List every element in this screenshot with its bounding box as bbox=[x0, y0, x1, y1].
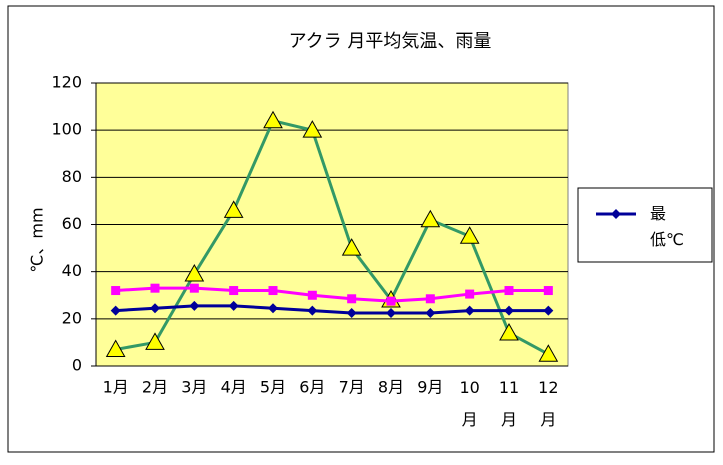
x-tick-label: 11 月 bbox=[499, 378, 519, 429]
y-tick-label: 120 bbox=[51, 73, 82, 92]
marker bbox=[110, 305, 121, 316]
marker bbox=[145, 332, 165, 350]
legend bbox=[577, 187, 713, 263]
marker bbox=[504, 286, 514, 296]
marker bbox=[420, 209, 441, 228]
marker bbox=[184, 264, 205, 282]
marker bbox=[425, 294, 435, 304]
x-tick-label: 3月 bbox=[181, 378, 207, 397]
marker bbox=[111, 286, 121, 296]
marker bbox=[150, 303, 160, 314]
marker bbox=[268, 286, 278, 296]
marker bbox=[386, 296, 396, 306]
series-line bbox=[115, 118, 550, 356]
y-tick-label: 0 bbox=[72, 356, 82, 375]
marker bbox=[189, 283, 199, 293]
marker bbox=[307, 305, 318, 316]
marker bbox=[228, 300, 239, 311]
marker bbox=[386, 307, 396, 318]
marker bbox=[465, 289, 475, 299]
x-tick-label: 4月 bbox=[221, 378, 247, 397]
marker bbox=[504, 305, 514, 316]
x-tick-label: 9月 bbox=[417, 378, 443, 397]
marker bbox=[464, 305, 475, 316]
x-tick-label: 1月 bbox=[103, 378, 129, 397]
marker bbox=[229, 286, 239, 296]
x-tick-label: 12 月 bbox=[538, 378, 558, 429]
marker bbox=[302, 120, 323, 138]
marker bbox=[346, 307, 357, 318]
marker bbox=[459, 226, 480, 244]
y-axis-label: ℃、mm bbox=[28, 207, 47, 272]
x-tick-label: 2月 bbox=[142, 378, 168, 397]
y-tick-label: 60 bbox=[62, 214, 82, 233]
y-tick-label: 40 bbox=[62, 261, 82, 280]
x-tick-label: 8月 bbox=[378, 378, 404, 397]
x-tick-label: 10 月 bbox=[459, 378, 479, 429]
y-tick-label: 20 bbox=[62, 308, 82, 327]
marker bbox=[307, 290, 317, 300]
legend-label: 最低℃ bbox=[650, 204, 684, 249]
series-line bbox=[115, 286, 549, 303]
marker bbox=[263, 110, 283, 129]
y-tick-label: 100 bbox=[51, 120, 82, 139]
marker bbox=[611, 209, 621, 219]
series-line bbox=[115, 304, 549, 315]
marker bbox=[425, 307, 436, 318]
chart-title: アクラ 月平均気温、雨量 bbox=[289, 31, 492, 52]
x-tick-label: 6月 bbox=[299, 378, 325, 397]
marker bbox=[105, 339, 126, 357]
marker bbox=[499, 322, 519, 341]
marker bbox=[543, 305, 554, 316]
marker bbox=[538, 344, 559, 362]
marker bbox=[341, 238, 362, 256]
marker bbox=[150, 283, 160, 293]
marker bbox=[268, 303, 278, 314]
y-tick-label: 80 bbox=[62, 167, 82, 186]
marker bbox=[347, 294, 357, 304]
x-tick-label: 5月 bbox=[260, 378, 286, 397]
marker bbox=[543, 286, 553, 296]
marker bbox=[223, 200, 244, 218]
marker bbox=[189, 300, 200, 311]
x-tick-label: 7月 bbox=[339, 378, 365, 397]
